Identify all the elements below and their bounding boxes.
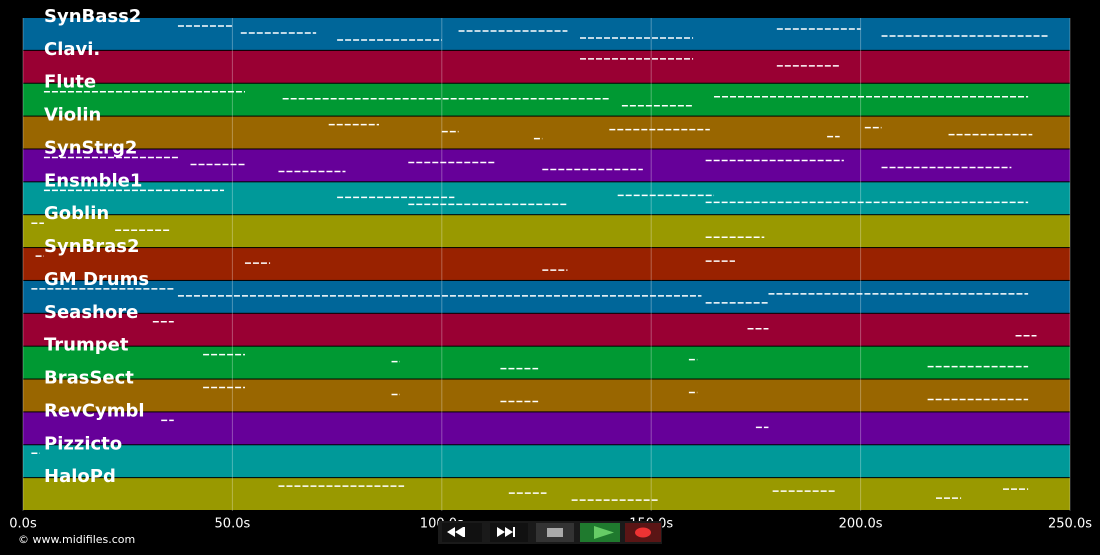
track-name: SynBass2: [44, 6, 141, 27]
track-band: [23, 280, 1070, 313]
track-name: GM Drums: [44, 269, 149, 290]
track-name: Ensmble1: [44, 170, 142, 191]
track-band: [23, 248, 1070, 280]
track-band: [23, 445, 1070, 478]
track-band: [23, 50, 1070, 83]
track-band: [23, 18, 1070, 50]
track-name: SynStrg2: [44, 137, 137, 158]
track-name: BrasSect: [44, 368, 134, 389]
track-band: [23, 149, 1070, 182]
track-name: SynBras2: [44, 236, 140, 257]
track-name: Violin: [44, 105, 101, 126]
x-tick-label: 250.0s: [1048, 517, 1092, 532]
track-name: HaloPd: [44, 466, 116, 487]
fast-forward-icon: [497, 527, 515, 537]
track-band: [23, 478, 1070, 510]
track-name: Goblin: [44, 203, 109, 224]
track-band: [23, 182, 1070, 215]
track-name: Flute: [44, 72, 96, 93]
track-name: Clavi.: [44, 39, 100, 60]
track-band: [23, 346, 1070, 379]
copyright: © www.midifiles.com: [18, 533, 135, 546]
play-icon: [594, 526, 614, 539]
track-band: [23, 215, 1070, 248]
stop-icon: [547, 528, 563, 537]
x-tick-label: 50.0s: [215, 517, 251, 532]
track-band: [23, 116, 1070, 149]
track-name: Seashore: [44, 302, 138, 323]
record-icon: [635, 527, 651, 538]
track-band: [23, 379, 1070, 412]
track-name: RevCymbl: [44, 400, 145, 421]
track-name: Trumpet: [44, 335, 129, 356]
x-tick-label: 0.0s: [9, 517, 37, 532]
track-band: [23, 83, 1070, 116]
transport-bar: [438, 521, 662, 544]
x-tick-label: 200.0s: [839, 517, 883, 532]
track-band: [23, 412, 1070, 445]
track-band: [23, 313, 1070, 346]
rewind-icon: [447, 527, 465, 537]
track-name: Pizzicto: [44, 433, 122, 454]
